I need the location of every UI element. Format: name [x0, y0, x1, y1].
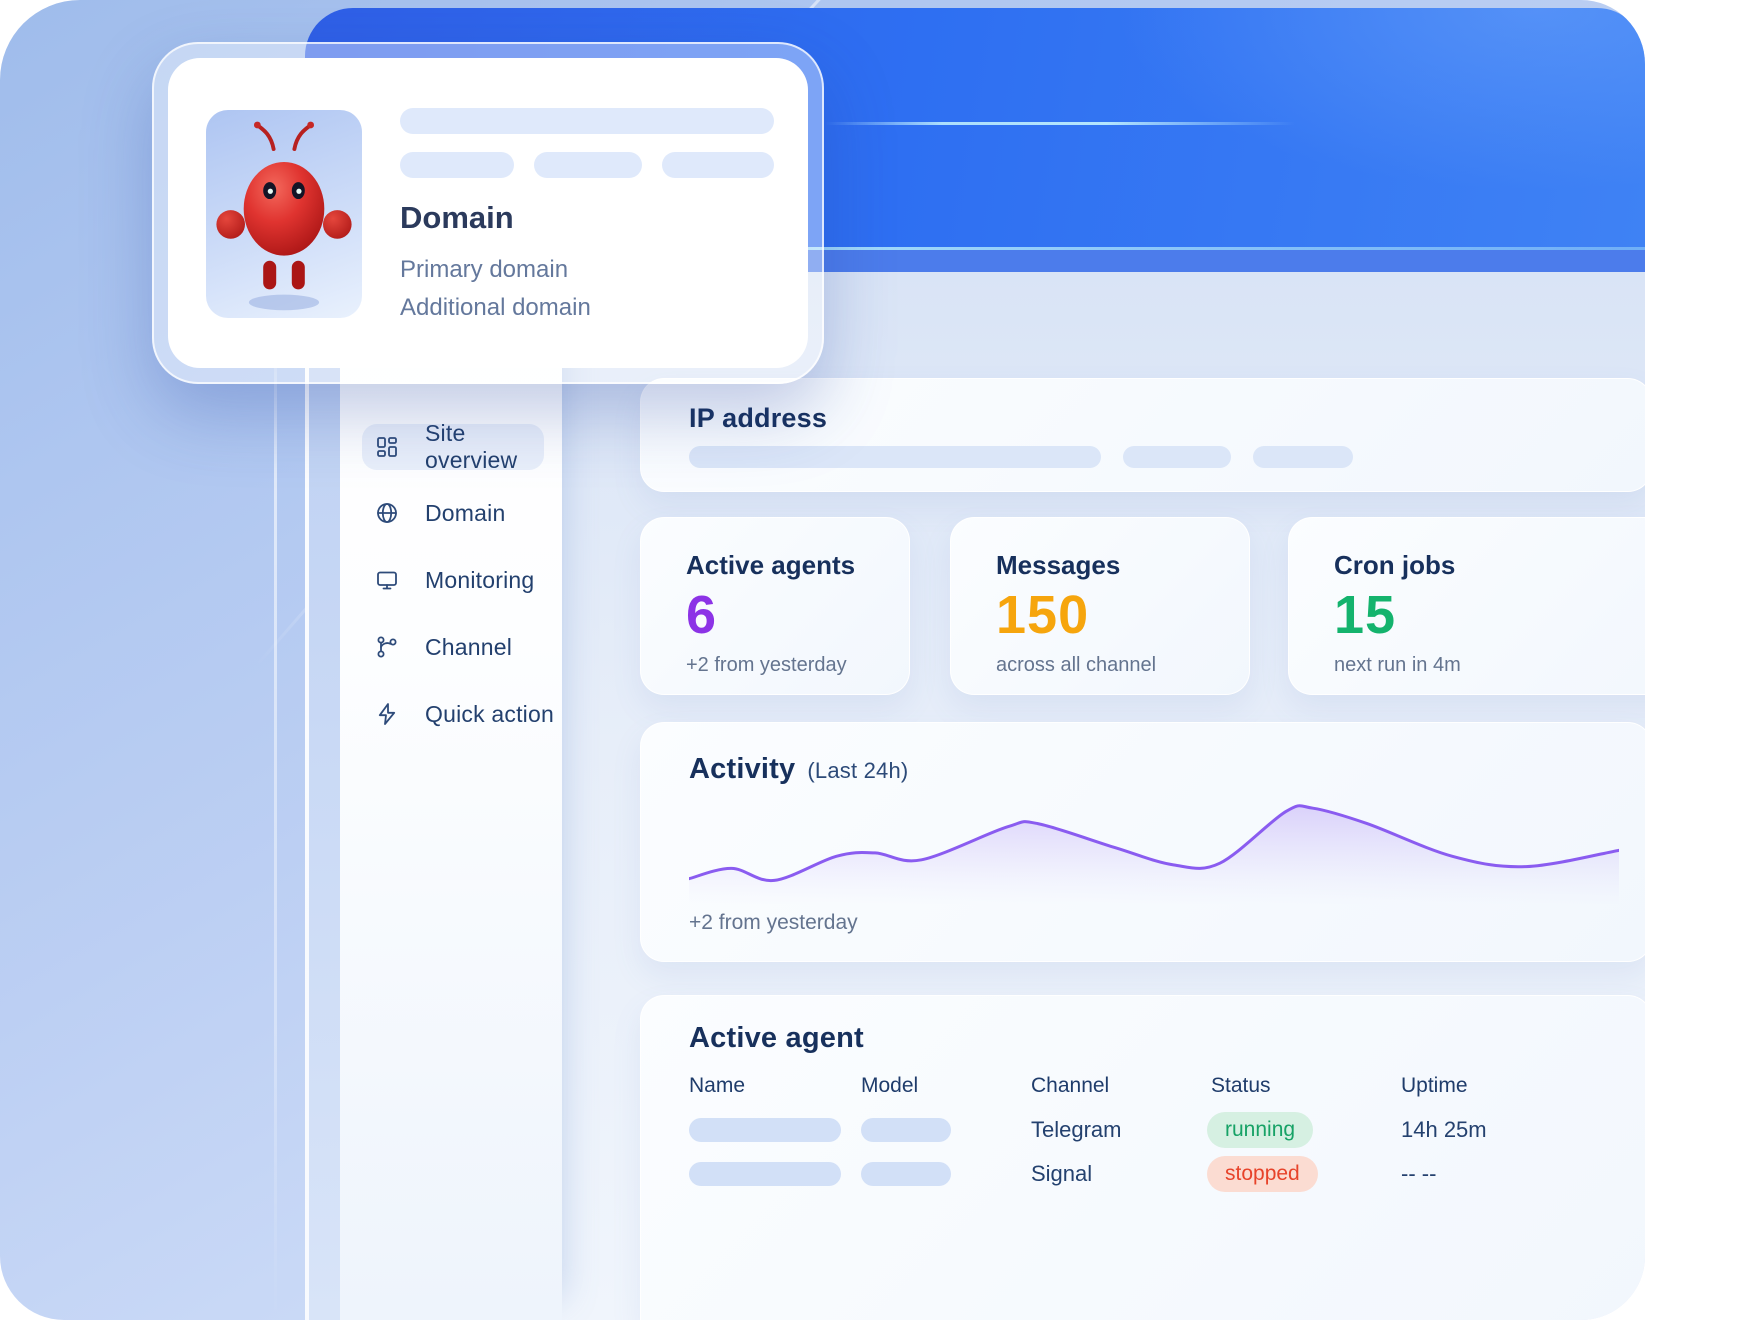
window-left-gap-strip — [309, 272, 340, 1320]
stat-card-active-agents: Active agents 6 +2 from yesterday — [640, 517, 910, 695]
sidebar-item-channel[interactable]: Channel — [362, 624, 544, 670]
sidebar-item-label: Monitoring — [425, 566, 535, 593]
sidebar-item-site-overview[interactable]: Site overview — [362, 420, 544, 473]
stat-subtitle: next run in 4m — [1334, 654, 1461, 676]
activity-line — [689, 804, 1619, 882]
mascot-avatar — [206, 110, 362, 318]
card-skeleton-bar — [662, 152, 774, 178]
card-skeleton-bar — [534, 152, 642, 178]
mascot-card-line1: Primary domain — [400, 256, 569, 283]
header-divider-line — [305, 247, 1645, 250]
sidebar-item-label: Domain — [425, 499, 506, 526]
name-skeleton — [689, 1162, 841, 1186]
card-skeleton-bar — [400, 152, 514, 178]
glass-streak-vertical — [274, 320, 277, 1320]
activity-area-fill — [689, 805, 1619, 905]
sidebar-item-domain[interactable]: Domain — [362, 490, 544, 536]
mascot-card: Domain Primary domain Additional domain — [168, 58, 808, 368]
sidebar-item-monitoring[interactable]: Monitoring — [362, 557, 544, 603]
stat-title: Cron jobs — [1334, 550, 1456, 580]
ip-skeleton-bar — [1253, 446, 1353, 468]
stat-card-cron-jobs: Cron jobs 15 next run in 4m — [1288, 517, 1645, 695]
sidebar: Site overview Domain Monitoring — [340, 272, 562, 1320]
active-agent-title: Active agent — [689, 1022, 864, 1054]
column-header-model: Model — [861, 1074, 919, 1097]
card-skeleton-bar — [400, 108, 774, 134]
stat-title: Active agents — [686, 550, 856, 580]
sidebar-item-label: Channel — [425, 633, 513, 660]
column-header-name: Name — [689, 1074, 746, 1097]
activity-title-text: Activity — [689, 753, 796, 785]
sidebar-item-quick-action[interactable]: Quick action — [362, 691, 554, 737]
model-skeleton — [861, 1118, 951, 1142]
ip-skeleton-bar — [689, 446, 1101, 468]
channel-cell: Telegram — [1031, 1117, 1122, 1142]
active-agent-card: Active agent Name Model Channel Status U… — [640, 995, 1645, 1320]
window-body: Site overview Domain Monitoring — [305, 272, 1645, 1320]
status-badge: running — [1207, 1112, 1314, 1148]
column-header-status: Status — [1211, 1074, 1271, 1097]
stat-subtitle: +2 from yesterday — [686, 654, 847, 676]
activity-range-label: (Last 24h) — [807, 758, 909, 783]
stat-title: Messages — [996, 550, 1121, 580]
ip-skeleton-bar — [1123, 446, 1231, 468]
stat-value: 15 — [1334, 585, 1397, 645]
branch-icon — [375, 635, 399, 659]
dashboard-grid-icon — [375, 435, 399, 459]
name-skeleton — [689, 1118, 841, 1142]
uptime-cell: -- -- — [1401, 1161, 1437, 1186]
column-header-channel: Channel — [1031, 1074, 1110, 1097]
activity-title: Activity (Last 24h) — [689, 753, 908, 786]
mascot-card-title: Domain — [400, 200, 514, 235]
channel-cell: Signal — [1031, 1161, 1093, 1186]
ip-address-panel: IP address — [640, 378, 1645, 492]
mascot-card-line2: Additional domain — [400, 294, 591, 321]
stat-card-messages: Messages 150 across all channel — [950, 517, 1250, 695]
lightning-icon — [375, 702, 399, 726]
sidebar-item-label: Quick action — [425, 700, 554, 727]
red-bug-mascot-illustration — [216, 121, 352, 311]
model-skeleton — [861, 1162, 951, 1186]
activity-card: Activity (Last 24h) +2 from yesterday — [640, 722, 1645, 962]
column-header-uptime: Uptime — [1401, 1074, 1468, 1097]
window-left-edge-highlight — [305, 272, 309, 1320]
monitor-icon — [375, 568, 399, 592]
mascot-card-glow-frame: Domain Primary domain Additional domain — [152, 42, 824, 384]
stat-value: 6 — [686, 585, 718, 645]
background-canvas: Site overview Domain Monitoring — [0, 0, 1645, 1320]
status-badge: stopped — [1207, 1156, 1318, 1192]
ip-address-title: IP address — [689, 403, 828, 433]
activity-area-chart — [689, 804, 1619, 905]
globe-icon — [375, 501, 399, 525]
uptime-cell: 14h 25m — [1401, 1117, 1487, 1142]
stat-value: 150 — [996, 585, 1090, 645]
sidebar-item-label: Site overview — [425, 420, 518, 473]
header-light-streak — [825, 122, 1295, 125]
stat-subtitle: across all channel — [996, 654, 1157, 676]
activity-footnote: +2 from yesterday — [689, 911, 858, 934]
